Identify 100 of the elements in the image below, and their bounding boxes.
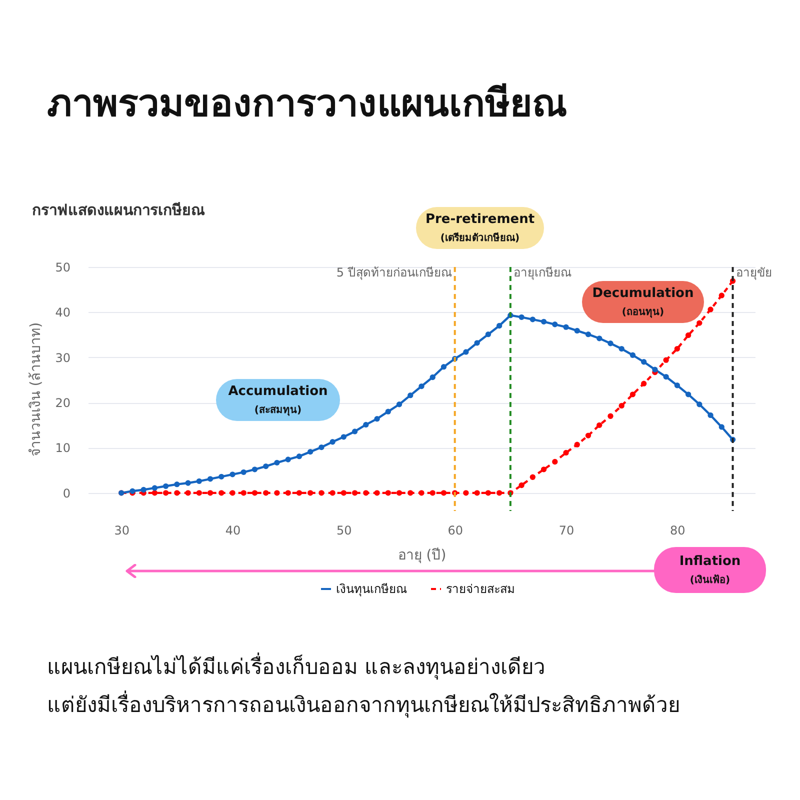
y-axis-title: จำนวนเงิน (ล้านบาท): [28, 322, 44, 457]
y-tick-label: 0: [62, 486, 70, 500]
point: [463, 490, 469, 496]
point: [496, 322, 502, 329]
point: [196, 478, 202, 484]
point: [240, 469, 246, 475]
point: [641, 359, 647, 365]
chart-title: ภาพรวมของการวางแผนเกษียณ: [47, 80, 567, 127]
point: [318, 490, 324, 496]
point: [674, 346, 680, 352]
point: [708, 412, 714, 418]
point: [263, 490, 269, 496]
point: [440, 490, 447, 496]
point: [596, 422, 602, 428]
point: [162, 490, 169, 496]
point: [162, 483, 169, 489]
point: [374, 416, 380, 422]
ref-line-label: อายุเกษียณ: [513, 265, 572, 280]
ref-line-label: อายุขัย: [736, 265, 772, 280]
point: [540, 318, 547, 324]
point: [552, 322, 558, 328]
x-tick-label: 60: [448, 524, 463, 538]
point: [207, 476, 214, 482]
point: [174, 490, 180, 496]
point: [140, 486, 146, 493]
point: [463, 349, 469, 355]
y-tick-label: 10: [55, 441, 70, 456]
point: [263, 463, 269, 470]
point: [574, 442, 580, 448]
x-tick-label: 80: [670, 524, 686, 538]
point: [363, 422, 369, 428]
point: [530, 316, 536, 322]
point: [207, 490, 214, 496]
annotation: (สะสมทุน): [254, 404, 302, 416]
point: [418, 490, 424, 496]
point: [152, 485, 158, 491]
text: (เตรียมตัวเกษียณ): [440, 231, 520, 244]
point: [318, 444, 324, 450]
text: Inflation: [679, 554, 741, 568]
legend-label: รายจ่ายสะสม: [446, 582, 515, 596]
point: [608, 413, 614, 419]
point: [308, 448, 314, 455]
point: [152, 490, 158, 496]
point: [374, 490, 380, 496]
point: [296, 454, 302, 460]
x-axis-title: อายุ (ปี): [398, 548, 446, 564]
point: [252, 466, 258, 472]
point: [563, 450, 569, 456]
point: [285, 456, 291, 462]
point: [218, 490, 224, 496]
point: [274, 490, 280, 496]
point: [630, 392, 636, 398]
point: [718, 292, 724, 298]
point: [174, 482, 180, 488]
annotation: Accumulation: [228, 384, 328, 398]
point: [718, 424, 724, 430]
point: [663, 357, 669, 363]
point: [196, 490, 202, 496]
x-tick-label: 70: [558, 524, 574, 538]
annotation: Decumulation: [592, 286, 694, 300]
point: [308, 490, 314, 496]
x-tick-label: 30: [114, 524, 130, 538]
point: [674, 382, 680, 388]
point: [440, 364, 447, 370]
legend-label: เงินทุนเกษียณ: [336, 582, 407, 597]
point: [408, 490, 414, 496]
point: [585, 432, 592, 438]
point: [618, 346, 624, 352]
point: [485, 332, 492, 338]
y-tick-label: 50: [55, 260, 70, 274]
point: [652, 366, 658, 372]
point: [185, 490, 191, 496]
point: [630, 352, 636, 358]
x-tick-label: 50: [336, 524, 352, 538]
point: [430, 374, 436, 380]
x-tick-label: 40: [225, 524, 241, 538]
annotation: (ถอนทุน): [622, 306, 664, 318]
point: [274, 460, 280, 466]
point: [296, 490, 302, 496]
point: [408, 392, 414, 398]
y-tick-label: 20: [55, 396, 70, 410]
point: [574, 328, 580, 334]
point: [708, 306, 714, 312]
point: [218, 474, 224, 480]
point: [430, 490, 436, 496]
point: [563, 324, 569, 330]
point: [418, 383, 424, 390]
point: [696, 402, 702, 408]
point: [540, 466, 547, 472]
point: [641, 380, 647, 386]
point: [352, 490, 358, 496]
point: [185, 480, 191, 486]
point: [685, 392, 692, 398]
point: [474, 340, 480, 346]
point: [518, 314, 524, 320]
point: [474, 490, 480, 496]
point: [518, 482, 524, 488]
text: แต่ยังมีเรื่องบริหารการถอนเงินออกจากทุนเกษียณให้มีประสิทธิภาพด้วย: [47, 690, 680, 720]
point: [230, 472, 236, 478]
point: [663, 374, 669, 380]
